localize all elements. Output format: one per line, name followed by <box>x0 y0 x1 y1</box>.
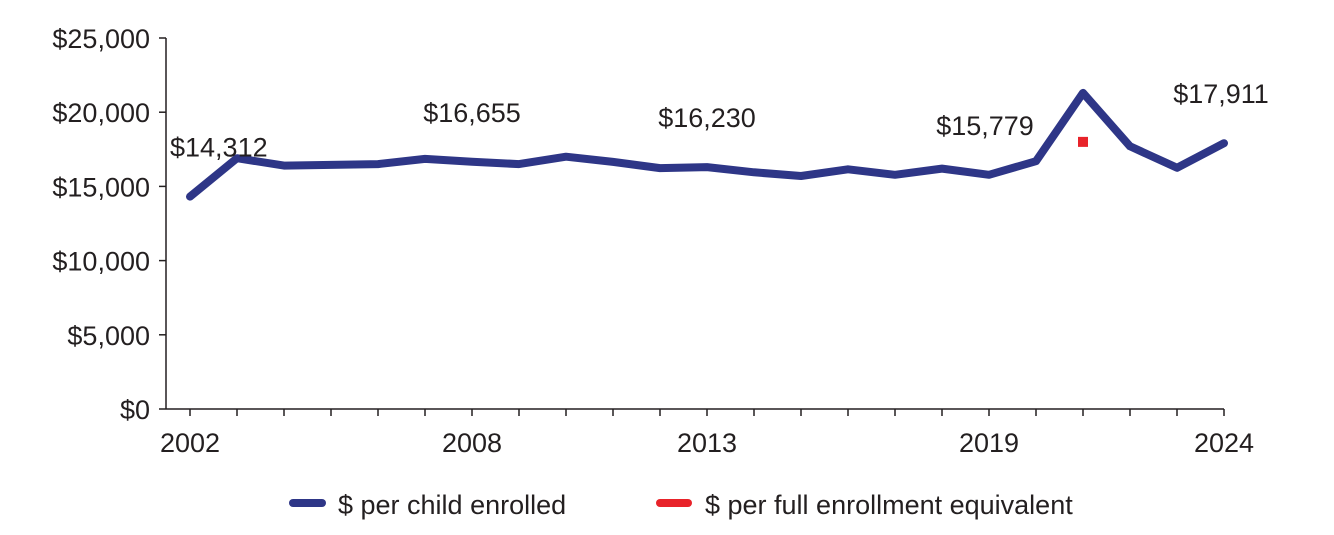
data-point <box>1174 164 1180 171</box>
y-tick-label: $0 <box>120 395 150 425</box>
legend: $ per child enrolled $ per full enrollme… <box>289 490 1073 520</box>
data-label: $17,911 <box>1173 79 1269 109</box>
data-point <box>469 158 475 165</box>
x-tick-label: 2024 <box>1194 428 1254 458</box>
data-labels: $14,312 $16,655 $16,230 $15,779 $17,911 <box>170 79 1269 162</box>
data-point <box>1033 158 1039 165</box>
data-point <box>1080 89 1086 96</box>
legend-label-per-child: $ per child enrolled <box>338 490 566 520</box>
data-point <box>422 155 428 162</box>
legend-label-per-fee: $ per full enrollment equivalent <box>705 490 1073 520</box>
y-axis-labels: $0 $5,000 $10,000 $15,000 $20,000 $25,000 <box>52 24 150 425</box>
data-label: $16,230 <box>658 103 756 133</box>
data-point <box>234 155 240 162</box>
data-point <box>986 171 992 178</box>
data-point <box>375 161 381 168</box>
data-point <box>516 161 522 168</box>
x-tick-label: 2019 <box>959 428 1019 458</box>
y-tick-label: $5,000 <box>67 321 150 351</box>
data-point <box>1221 140 1227 147</box>
data-point <box>563 153 569 160</box>
data-point <box>892 171 898 178</box>
data-point <box>281 162 287 169</box>
y-tick-label: $15,000 <box>52 172 150 202</box>
data-point <box>798 173 804 180</box>
data-point <box>845 166 851 173</box>
data-point-per-fee <box>1078 136 1088 147</box>
x-tick-label: 2002 <box>160 428 220 458</box>
x-tick-label: 2013 <box>677 428 737 458</box>
data-point <box>328 161 334 168</box>
x-tick-label: 2008 <box>442 428 502 458</box>
series-layer <box>186 88 1228 201</box>
data-label: $15,779 <box>936 111 1034 141</box>
data-point <box>610 158 616 165</box>
chart-axes <box>159 37 1225 416</box>
y-tick-label: $10,000 <box>52 247 150 277</box>
data-point <box>704 164 710 171</box>
data-point <box>657 165 663 172</box>
x-axis-labels: 2002 2008 2013 2019 2024 <box>160 428 1254 458</box>
data-point <box>187 193 193 200</box>
y-tick-label: $25,000 <box>52 24 150 54</box>
data-point <box>939 165 945 172</box>
data-point <box>1127 143 1133 150</box>
data-label: $14,312 <box>170 133 268 163</box>
data-label: $16,655 <box>423 98 521 128</box>
y-tick-label: $20,000 <box>52 98 150 128</box>
data-point <box>751 169 757 176</box>
